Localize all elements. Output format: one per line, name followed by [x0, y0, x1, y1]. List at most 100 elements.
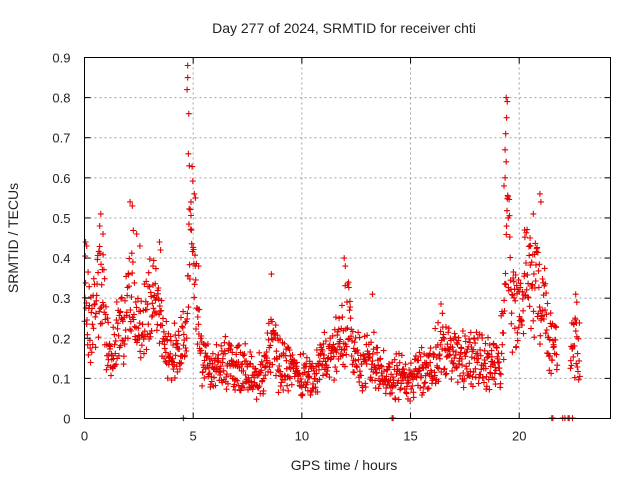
data-point	[503, 114, 510, 121]
y-tick-label: 0.8	[52, 91, 70, 106]
data-point	[502, 281, 509, 288]
data-point	[285, 387, 292, 394]
data-point	[185, 304, 192, 311]
data-point	[324, 368, 331, 374]
data-point	[186, 162, 193, 169]
data-point	[425, 385, 432, 392]
data-point	[537, 341, 543, 348]
data-point	[122, 327, 129, 334]
data-point	[202, 365, 209, 372]
data-point	[291, 373, 298, 380]
x-tick-label: 10	[295, 429, 309, 444]
data-point	[463, 349, 470, 356]
data-point	[547, 352, 553, 359]
data-point	[205, 364, 212, 371]
data-point	[434, 364, 441, 371]
data-point	[186, 261, 193, 268]
data-point	[482, 340, 489, 347]
data-point	[403, 390, 410, 397]
data-point	[195, 263, 202, 270]
data-point	[355, 329, 362, 336]
data-point	[346, 298, 353, 305]
data-point	[407, 360, 414, 367]
data-point	[349, 361, 356, 368]
data-point	[501, 182, 507, 189]
data-point	[85, 269, 92, 276]
data-point	[417, 353, 424, 360]
data-point	[88, 349, 95, 356]
data-point	[331, 377, 338, 384]
data-point	[93, 292, 100, 299]
data-point	[352, 357, 359, 364]
data-point	[501, 297, 508, 304]
data-point	[430, 375, 437, 382]
data-point	[108, 372, 114, 379]
data-point	[436, 355, 443, 362]
data-point	[95, 269, 102, 276]
data-point	[89, 321, 96, 328]
data-point	[103, 303, 109, 310]
data-point	[481, 379, 487, 386]
data-point	[219, 379, 226, 386]
data-point	[152, 280, 159, 287]
data-point	[313, 347, 320, 353]
data-point	[496, 370, 503, 377]
data-point	[155, 296, 162, 303]
data-point	[339, 314, 346, 321]
data-point	[104, 315, 111, 322]
data-point	[543, 327, 550, 333]
x-tick-label: 5	[190, 429, 197, 444]
data-point	[187, 226, 194, 233]
data-point	[180, 331, 187, 338]
data-point	[534, 244, 541, 251]
data-point	[435, 319, 442, 326]
data-point	[389, 374, 396, 381]
data-point	[99, 299, 106, 306]
data-point	[466, 360, 473, 367]
data-point	[513, 343, 520, 350]
data-point	[126, 255, 133, 262]
data-point	[408, 386, 415, 392]
data-point	[264, 355, 270, 362]
data-point	[91, 301, 98, 307]
data-point	[273, 372, 279, 379]
data-point	[102, 311, 109, 318]
data-point	[498, 350, 505, 357]
data-point	[410, 376, 416, 383]
data-point	[248, 353, 255, 360]
data-point	[499, 341, 506, 348]
data-point	[132, 299, 139, 306]
data-point	[372, 366, 379, 373]
data-point	[153, 310, 160, 317]
data-point	[100, 266, 107, 273]
data-point	[97, 305, 104, 312]
data-point	[529, 281, 536, 288]
data-point	[329, 332, 336, 339]
data-point	[124, 292, 131, 299]
data-point	[315, 362, 322, 369]
data-point	[452, 334, 459, 340]
data-point	[96, 243, 103, 250]
data-point	[149, 300, 156, 307]
data-point	[154, 321, 161, 328]
data-point	[92, 344, 99, 351]
data-point	[330, 341, 337, 348]
data-point	[171, 374, 178, 381]
data-point	[482, 360, 489, 367]
data-point	[241, 351, 248, 357]
data-point	[326, 374, 333, 381]
data-point	[128, 294, 135, 300]
data-point	[383, 373, 390, 380]
data-point	[463, 366, 470, 372]
data-point	[520, 330, 527, 337]
data-point	[288, 381, 295, 388]
data-point	[191, 190, 198, 197]
data-point	[505, 214, 512, 221]
data-point	[138, 342, 145, 349]
y-tick-label: 0.5	[52, 211, 70, 226]
data-point	[552, 337, 559, 343]
data-point	[568, 362, 575, 369]
data-point	[370, 329, 377, 336]
data-point	[316, 376, 323, 383]
data-point	[511, 325, 518, 332]
